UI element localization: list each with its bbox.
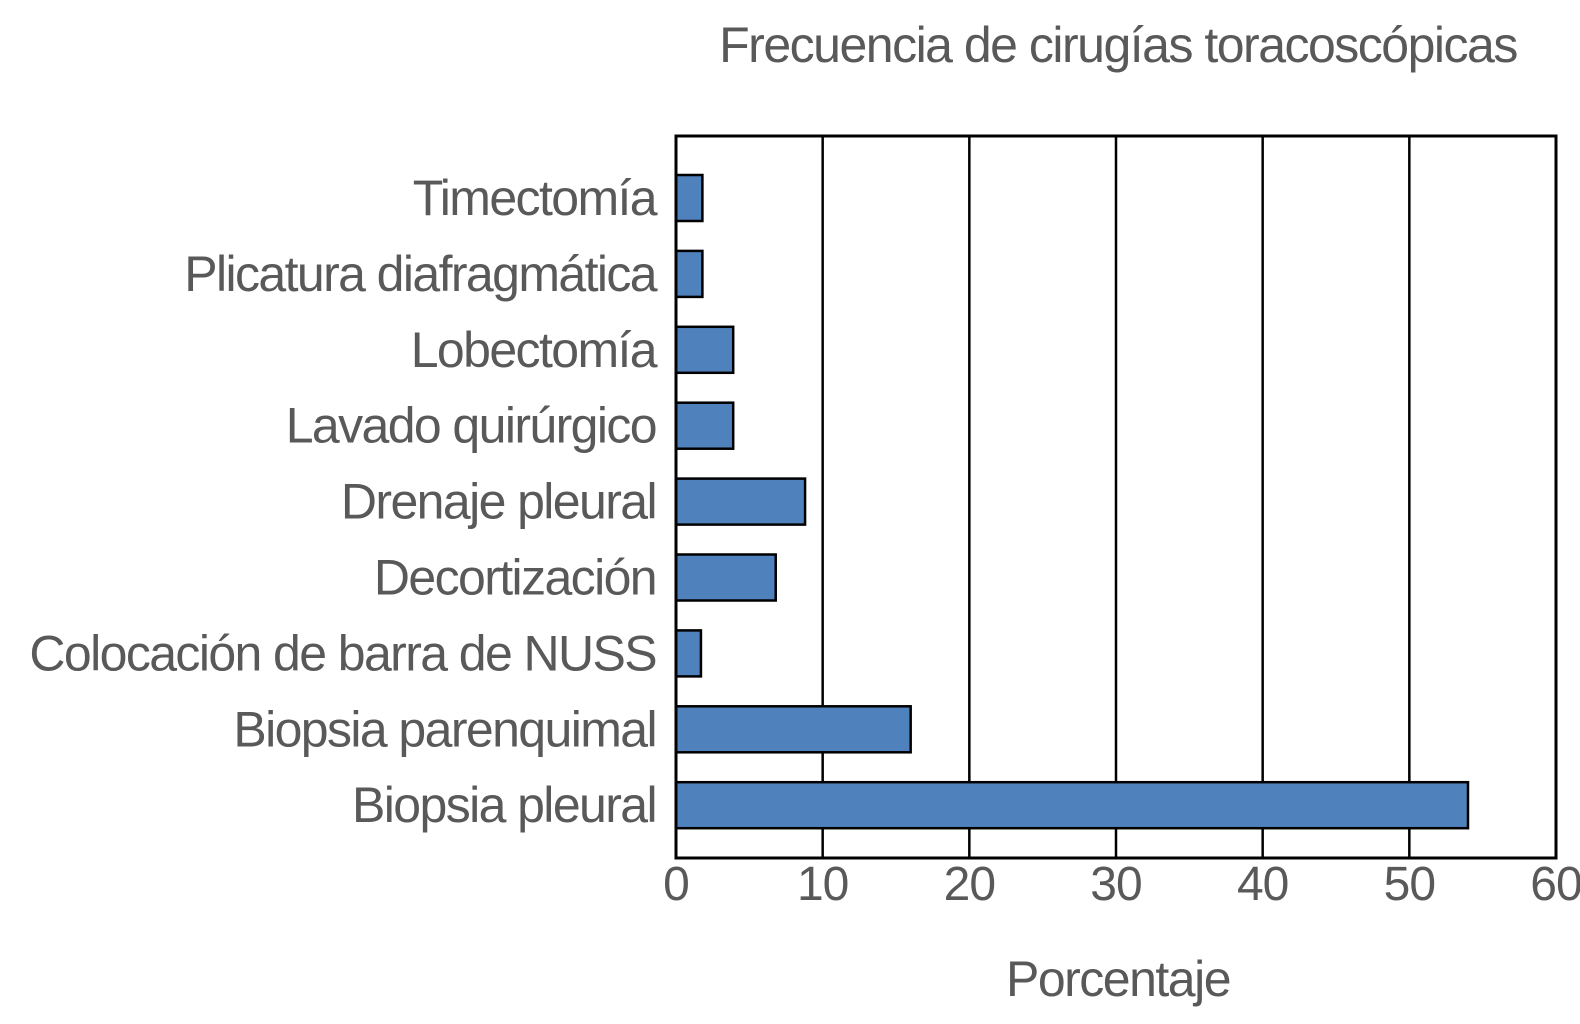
bar (674, 173, 704, 223)
category-label: Timectomía (413, 170, 658, 226)
category-label: Decortización (374, 550, 656, 606)
x-tick-labels: 0 10 20 30 40 50 60 (663, 858, 1580, 911)
x-axis-label: Porcentaje (1006, 951, 1230, 1007)
x-tick-label: 20 (944, 858, 995, 911)
bar (674, 705, 912, 754)
bar (674, 629, 703, 678)
x-tick-label: 10 (797, 858, 848, 911)
bar (674, 780, 1470, 830)
x-tick-label: 60 (1530, 858, 1580, 911)
category-label: Lavado quirúrgico (286, 398, 656, 454)
bar (674, 401, 735, 450)
category-label: Plicatura diafragmática (184, 246, 658, 302)
bar (674, 477, 807, 526)
category-label: Drenaje pleural (341, 474, 656, 530)
x-tick-label: 40 (1237, 858, 1288, 911)
category-labels: Timectomía Plicatura diafragmática Lobecto… (29, 170, 659, 833)
x-tick-label: 30 (1090, 858, 1141, 911)
bar (674, 553, 777, 602)
bar (674, 249, 704, 299)
category-label: Colocación de barra de NUSS (29, 625, 656, 681)
x-tick-label: 50 (1384, 858, 1435, 911)
plot-frame (674, 134, 1558, 860)
bar (674, 325, 735, 375)
category-label: Lobectomía (411, 322, 658, 378)
bars (674, 173, 1470, 830)
x-tick-label: 0 (663, 858, 689, 911)
category-label: Biopsia pleural (352, 777, 656, 833)
chart-title: Frecuencia de cirugías toracoscópicas (719, 17, 1517, 73)
category-label: Biopsia parenquimal (233, 701, 656, 757)
